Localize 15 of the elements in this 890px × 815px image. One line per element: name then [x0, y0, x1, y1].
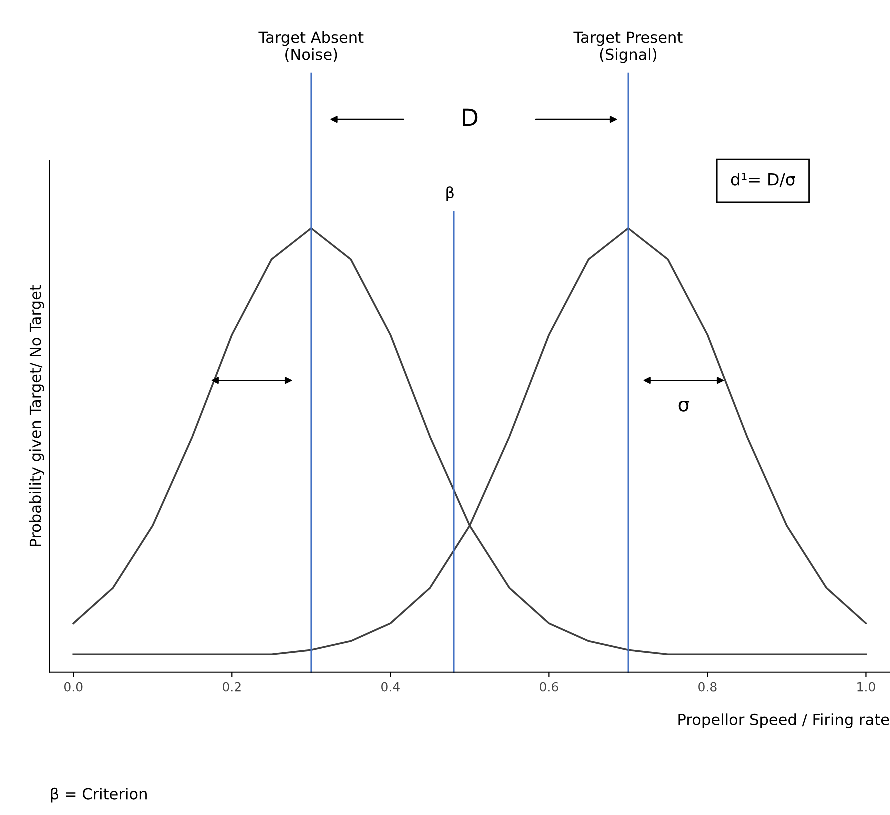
- ref-line-label: Target Present (Signal): [574, 32, 683, 64]
- x-tick-label: 0.4: [382, 682, 400, 692]
- x-tick-label: 1.0: [858, 682, 876, 692]
- x-tick-label: 0.6: [540, 682, 558, 692]
- text: β = Criterion: [51, 788, 147, 803]
- ref-line-label: β: [446, 186, 454, 202]
- text: d¹= D/σ: [731, 172, 796, 188]
- x-tick-label: 0.2: [223, 682, 241, 692]
- text: D: [463, 108, 478, 126]
- ref-line-label: Target Absent (Noise): [258, 31, 364, 62]
- y-axis-title: Probability given Target/ No Target: [30, 285, 44, 546]
- x-axis-title: Propellor Speed / Firing rate: [678, 714, 890, 728]
- annotation: σ: [678, 400, 690, 412]
- x-tick-label: 0.0: [64, 682, 83, 692]
- x-tick-label: 0.8: [698, 682, 717, 692]
